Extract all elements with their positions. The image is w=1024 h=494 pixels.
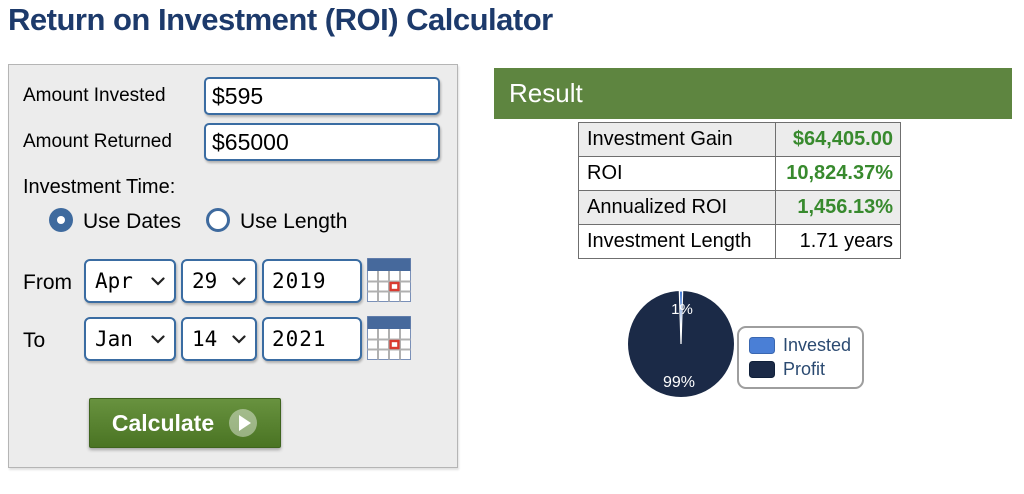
legend-label-profit: Profit xyxy=(783,359,826,379)
amount-returned-label: Amount Returned xyxy=(23,131,172,152)
calendar-icon xyxy=(367,258,411,302)
from-day-select[interactable]: 29 xyxy=(181,259,257,303)
legend-swatch-profit xyxy=(749,361,775,378)
chevron-down-icon xyxy=(232,334,246,344)
result-table: Investment Gain $64,405.00 ROI 10,824.37… xyxy=(578,122,901,259)
legend-label-invested: Invested xyxy=(783,335,852,355)
to-label: To xyxy=(23,329,46,352)
to-day-value: 14 xyxy=(192,327,218,351)
to-day-select[interactable]: 14 xyxy=(181,317,257,361)
pie-slice-invested xyxy=(678,290,684,345)
table-row: Investment Length 1.71 years xyxy=(578,224,901,259)
to-month-select[interactable]: Jan xyxy=(84,317,176,361)
result-label: Investment Gain xyxy=(578,122,776,157)
result-value: $64,405.00 xyxy=(775,122,901,157)
from-month-value: Apr xyxy=(95,269,133,293)
table-row: Annualized ROI 1,456.13% xyxy=(578,190,901,225)
legend-item-profit: Profit xyxy=(749,359,852,380)
chevron-down-icon xyxy=(151,276,165,286)
to-calendar-button[interactable] xyxy=(367,316,411,360)
calculate-button-label: Calculate xyxy=(111,409,215,436)
result-value: 1.71 years xyxy=(775,224,901,259)
pie-label-profit: 99% xyxy=(663,374,695,391)
result-value: 10,824.37% xyxy=(775,156,901,191)
pie-label-invested: 1% xyxy=(671,301,693,318)
legend-swatch-invested xyxy=(749,337,775,354)
amount-invested-label: Amount Invested xyxy=(23,85,166,106)
table-row: ROI 10,824.37% xyxy=(578,156,901,191)
calendar-icon xyxy=(367,316,411,360)
use-length-label[interactable]: Use Length xyxy=(240,210,348,233)
from-month-select[interactable]: Apr xyxy=(84,259,176,303)
amount-returned-input[interactable] xyxy=(204,123,440,161)
chevron-down-icon xyxy=(151,334,165,344)
pie-chart: 1% 99% xyxy=(628,290,734,397)
result-header: Result xyxy=(494,68,1012,119)
play-icon xyxy=(229,409,258,437)
calculator-panel: Amount Invested Amount Returned Investme… xyxy=(8,64,458,468)
use-dates-radio[interactable] xyxy=(49,208,73,232)
legend-item-invested: Invested xyxy=(749,335,852,356)
result-label: Investment Length xyxy=(578,224,776,259)
result-label: ROI xyxy=(578,156,776,191)
result-label: Annualized ROI xyxy=(578,190,776,225)
investment-time-label: Investment Time: xyxy=(23,176,176,198)
result-value: 1,456.13% xyxy=(775,190,901,225)
to-month-value: Jan xyxy=(95,327,133,351)
from-calendar-button[interactable] xyxy=(367,258,411,302)
use-dates-label[interactable]: Use Dates xyxy=(83,210,182,233)
use-length-radio[interactable] xyxy=(206,208,230,232)
from-day-value: 29 xyxy=(192,269,218,293)
chevron-down-icon xyxy=(232,276,246,286)
table-row: Investment Gain $64,405.00 xyxy=(578,122,901,157)
from-year-input[interactable] xyxy=(262,259,362,303)
from-label: From xyxy=(23,271,72,294)
amount-invested-input[interactable] xyxy=(204,77,440,115)
to-year-input[interactable] xyxy=(262,317,362,361)
calculate-button[interactable]: Calculate xyxy=(89,398,281,448)
chart-legend: Invested Profit xyxy=(737,326,864,389)
page-title: Return on Investment (ROI) Calculator xyxy=(8,2,553,37)
